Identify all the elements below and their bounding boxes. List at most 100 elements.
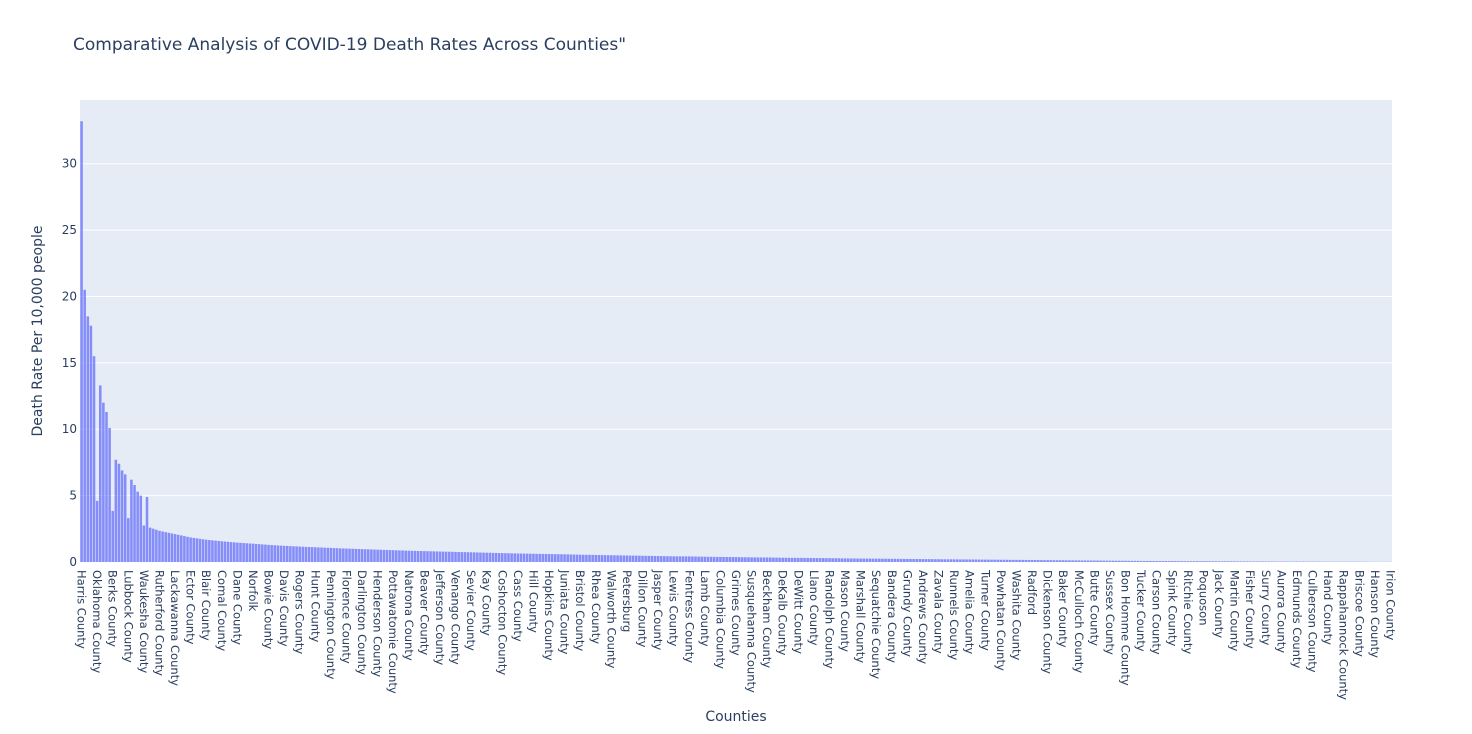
bar[interactable] <box>130 479 133 562</box>
bar[interactable] <box>485 552 488 562</box>
bar[interactable] <box>167 532 171 562</box>
bar[interactable] <box>927 559 931 562</box>
bar[interactable] <box>684 556 688 562</box>
bar[interactable] <box>946 559 950 562</box>
bar[interactable] <box>759 557 763 562</box>
bar[interactable] <box>1074 560 1077 562</box>
bar[interactable] <box>345 548 348 562</box>
bar[interactable] <box>323 547 326 562</box>
bar[interactable] <box>448 551 451 562</box>
bar[interactable] <box>703 556 707 562</box>
bar[interactable] <box>734 557 738 562</box>
bar[interactable] <box>1227 561 1230 562</box>
bar[interactable] <box>1155 561 1158 562</box>
bar[interactable] <box>744 557 747 562</box>
bar[interactable] <box>1027 559 1031 562</box>
bar[interactable] <box>398 550 401 562</box>
bar[interactable] <box>865 558 869 562</box>
bar[interactable] <box>787 557 791 562</box>
bar[interactable] <box>666 556 669 562</box>
bar[interactable] <box>1199 561 1202 562</box>
bar[interactable] <box>1099 560 1102 562</box>
bar[interactable] <box>859 558 862 562</box>
bar[interactable] <box>1061 560 1065 562</box>
bar[interactable] <box>874 558 878 562</box>
bar[interactable] <box>722 556 725 562</box>
bar[interactable] <box>1211 561 1215 562</box>
bar[interactable] <box>716 556 719 562</box>
bar[interactable] <box>1214 561 1218 562</box>
bar[interactable] <box>993 559 996 562</box>
bar[interactable] <box>164 532 167 562</box>
bar[interactable] <box>267 544 270 562</box>
bar[interactable] <box>1171 561 1174 562</box>
bar[interactable] <box>825 558 828 562</box>
bar[interactable] <box>251 543 255 562</box>
bar[interactable] <box>1174 561 1177 562</box>
bar[interactable] <box>1189 561 1193 562</box>
bar[interactable] <box>1158 561 1162 562</box>
bar[interactable] <box>338 548 342 562</box>
bar[interactable] <box>466 552 470 562</box>
bar[interactable] <box>775 557 778 562</box>
bar[interactable] <box>1202 561 1205 562</box>
bar[interactable] <box>1005 559 1009 562</box>
bar[interactable] <box>1114 560 1118 562</box>
bar[interactable] <box>1021 559 1024 562</box>
bar[interactable] <box>653 555 657 562</box>
bar[interactable] <box>890 558 894 562</box>
bar[interactable] <box>379 549 383 562</box>
bar[interactable] <box>628 555 632 562</box>
bar[interactable] <box>828 558 831 562</box>
bar[interactable] <box>363 549 367 562</box>
bar[interactable] <box>550 554 554 562</box>
bar[interactable] <box>962 559 965 562</box>
bar[interactable] <box>1142 560 1146 562</box>
bar[interactable] <box>108 427 111 562</box>
bar[interactable] <box>681 556 685 562</box>
bar[interactable] <box>500 553 504 562</box>
bar[interactable] <box>809 557 813 562</box>
bar[interactable] <box>494 552 498 562</box>
bar[interactable] <box>1258 561 1261 562</box>
bar[interactable] <box>151 528 155 562</box>
bar[interactable] <box>1008 559 1012 562</box>
bar[interactable] <box>1192 561 1196 562</box>
bar[interactable] <box>102 402 105 562</box>
bar[interactable] <box>672 556 675 562</box>
bar[interactable] <box>1102 560 1106 562</box>
bar[interactable] <box>289 546 292 562</box>
bar[interactable] <box>697 556 700 562</box>
bar[interactable] <box>472 552 476 562</box>
bar[interactable] <box>600 555 604 562</box>
bar[interactable] <box>1086 560 1090 562</box>
bar[interactable] <box>1111 560 1115 562</box>
bar[interactable] <box>176 534 180 562</box>
bar[interactable] <box>769 557 772 562</box>
bar[interactable] <box>1040 560 1043 562</box>
bar[interactable] <box>694 556 697 562</box>
bar[interactable] <box>211 540 214 562</box>
bar[interactable] <box>1068 560 1071 562</box>
bar[interactable] <box>376 549 379 562</box>
bar[interactable] <box>1077 560 1081 562</box>
bar[interactable] <box>1121 560 1124 562</box>
bar[interactable] <box>214 540 217 562</box>
bar[interactable] <box>410 550 414 562</box>
bar[interactable] <box>1096 560 1099 562</box>
bar[interactable] <box>1093 560 1096 562</box>
bar[interactable] <box>952 559 956 562</box>
bar[interactable] <box>460 552 464 562</box>
bar[interactable] <box>613 555 616 562</box>
bar[interactable] <box>706 556 710 562</box>
bar[interactable] <box>856 558 859 562</box>
bar[interactable] <box>1105 560 1109 562</box>
bar[interactable] <box>438 551 442 562</box>
bar[interactable] <box>912 558 915 562</box>
bar[interactable] <box>80 121 83 562</box>
bar[interactable] <box>261 544 264 562</box>
bar[interactable] <box>691 556 694 562</box>
bar[interactable] <box>977 559 981 562</box>
bar[interactable] <box>678 556 682 562</box>
bar[interactable] <box>712 556 716 562</box>
